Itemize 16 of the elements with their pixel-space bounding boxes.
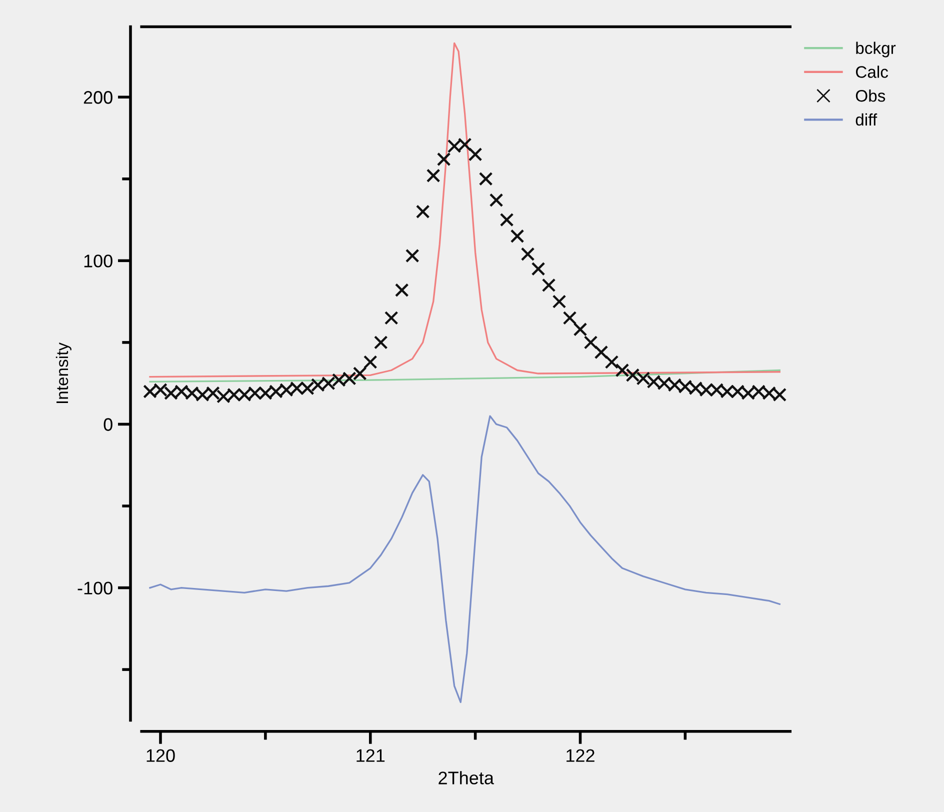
- line-series: [149, 415, 780, 704]
- x-tick-label: 121: [356, 749, 385, 762]
- y-axis-title: Intensity: [56, 342, 72, 404]
- y-tick-label: 200: [84, 91, 112, 104]
- y-tick-label: 0: [104, 418, 112, 431]
- legend-label: Obs: [856, 90, 886, 102]
- legend-label: diff: [856, 113, 878, 126]
- x-tick-label: 120: [146, 749, 175, 762]
- y-tick-label: -100: [78, 582, 112, 594]
- line-series: [149, 369, 780, 383]
- legend-label: bckgr: [856, 42, 896, 58]
- x-axis-title: 2Theta: [438, 771, 494, 784]
- line-series: [149, 42, 780, 378]
- legend-label: Calc: [856, 66, 888, 78]
- y-tick-label: 100: [84, 254, 112, 268]
- x-tick-label: 122: [566, 749, 594, 762]
